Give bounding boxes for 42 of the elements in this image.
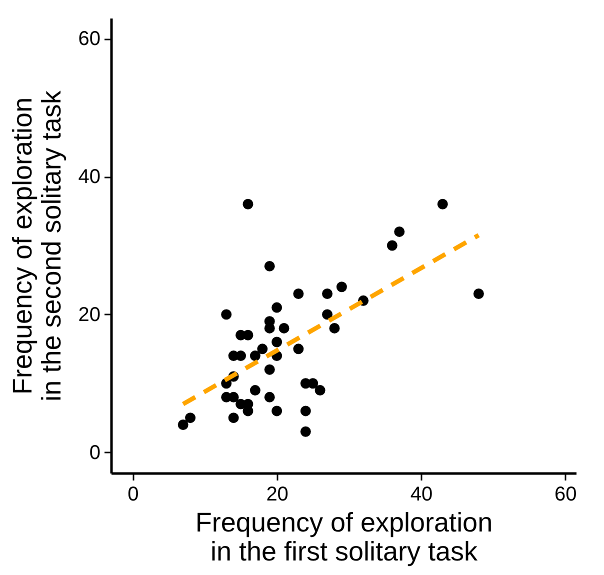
point	[314, 385, 326, 396]
y-tick-label: 60	[78, 28, 100, 50]
point	[293, 288, 304, 299]
point	[221, 309, 232, 320]
point	[250, 385, 260, 396]
point	[278, 322, 290, 334]
point	[236, 350, 246, 362]
point	[386, 240, 398, 251]
point	[242, 198, 254, 210]
y-tick-label: 20	[78, 304, 100, 326]
point	[437, 198, 448, 210]
point	[272, 406, 282, 416]
point	[257, 344, 268, 354]
point	[228, 412, 239, 424]
point	[264, 260, 275, 272]
point	[322, 288, 333, 299]
point	[272, 302, 282, 313]
point	[300, 426, 311, 437]
point	[308, 378, 318, 389]
x-axis-title: Frequency of exploration in the first solitary task	[195, 508, 493, 566]
point	[264, 364, 275, 375]
x-tick-label: 20	[266, 484, 288, 506]
point	[329, 322, 340, 334]
point	[293, 344, 304, 354]
y-axis-title: Frequency of exploration in the second solitary task	[7, 90, 66, 402]
point	[322, 309, 333, 320]
point	[178, 420, 188, 430]
point	[242, 330, 254, 340]
y-tick-label: 0	[89, 442, 100, 464]
point	[272, 336, 282, 348]
x-tick-label: 60	[554, 484, 577, 506]
point	[185, 412, 196, 424]
point	[250, 350, 260, 362]
y-tick-label: 40	[78, 166, 100, 188]
point	[336, 282, 347, 292]
point	[473, 288, 484, 299]
point	[394, 226, 405, 237]
x-tick-label: 40	[410, 484, 433, 506]
point	[264, 392, 275, 402]
point	[300, 406, 311, 416]
x-tick-label: 0	[128, 484, 139, 506]
point	[242, 406, 254, 416]
